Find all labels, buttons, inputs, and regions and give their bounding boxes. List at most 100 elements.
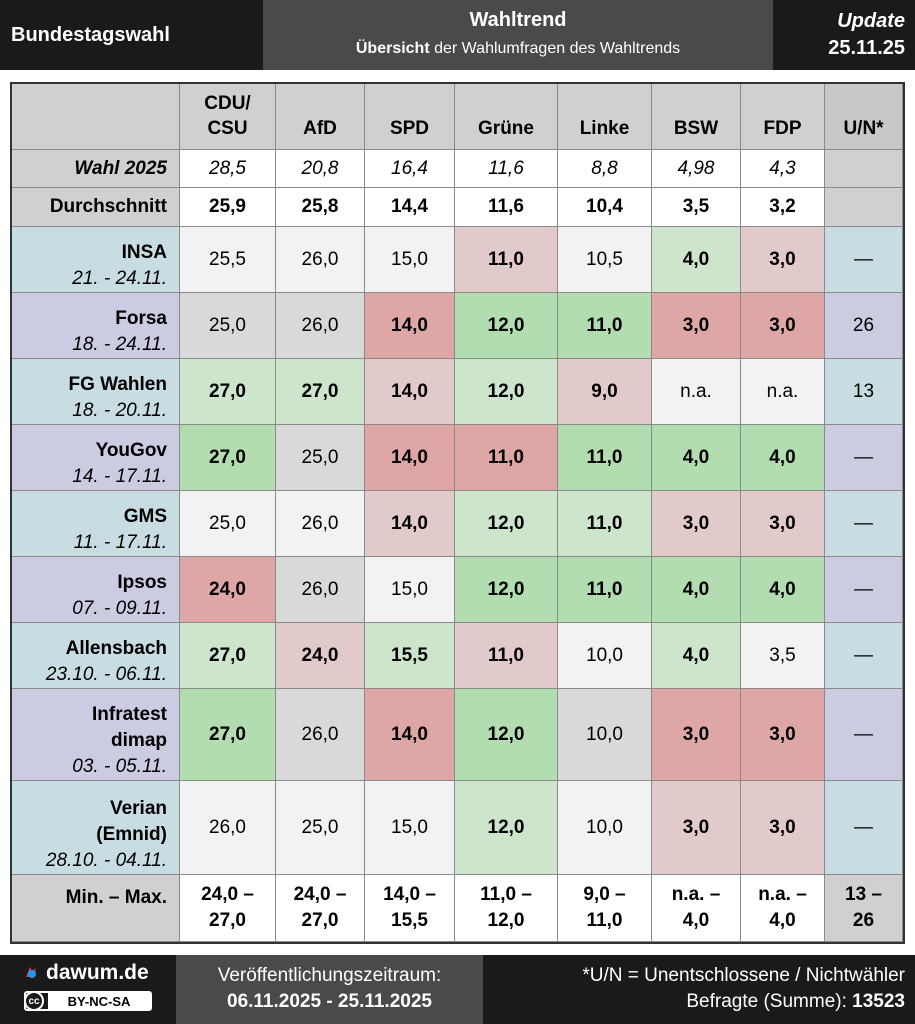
minmax-line: 13 – <box>845 884 882 905</box>
minmax-line: 24,0 – <box>293 884 347 905</box>
poll-value: 4,0 <box>682 578 710 600</box>
table-frame: CDU/CSU AfD SPD Grüne Linke BSW FDP U/N* Wahl 20… <box>0 70 915 955</box>
poll-cell: 10,0 <box>558 623 652 689</box>
poll-value: 14,0 <box>391 380 428 402</box>
column-header-line: Grüne <box>478 118 534 139</box>
minmax-line: 4,0 <box>769 910 796 931</box>
average-cell: 3,2 <box>741 188 825 227</box>
institute-name: Infratest <box>92 704 167 725</box>
wahl-value: 8,8 <box>591 157 618 179</box>
poll-value: 15,5 <box>391 644 428 666</box>
minmax-line: 11,0 <box>586 910 623 931</box>
poll-value: 14,0 <box>391 446 428 468</box>
poll-cell: 13 <box>825 359 903 425</box>
poll-value: 25,0 <box>209 314 246 336</box>
poll-cell: 4,0 <box>652 227 741 293</box>
poll-cell: 12,0 <box>455 689 558 781</box>
poll-value: 25,5 <box>209 248 246 270</box>
minmax-cell: 24,0 – 27,0 <box>180 875 276 942</box>
average-value: 14,4 <box>391 196 428 217</box>
poll-cell: 3,0 <box>741 491 825 557</box>
poll-cell: — <box>825 491 903 557</box>
license-badge[interactable]: cc BY-NC-SA <box>24 991 152 1011</box>
institute-date: 18. - 24.11. <box>72 334 167 355</box>
poll-cell: 26 <box>825 293 903 359</box>
poll-value: 15,0 <box>391 578 428 600</box>
institute-label[interactable]: Verian (Emnid) 28.10. - 04.11. <box>12 781 180 875</box>
average-value: 25,9 <box>209 196 246 217</box>
poll-cell: 4,0 <box>652 425 741 491</box>
institute-name: YouGov <box>95 440 167 461</box>
poll-cell: 27,0 <box>180 359 276 425</box>
minmax-cell: n.a. – 4,0 <box>652 875 741 942</box>
institute-date: 11. - 17.11. <box>73 532 167 553</box>
column-header-line: CDU/ <box>204 93 251 114</box>
poll-cell: — <box>825 227 903 293</box>
column-header: Grüne <box>455 84 558 150</box>
poll-cell: 3,0 <box>741 293 825 359</box>
column-header-line: Linke <box>579 118 630 139</box>
institute-label[interactable]: YouGov 14. - 17.11. <box>12 425 180 491</box>
poll-value: 11,0 <box>488 248 524 270</box>
row-label-average: Durchschnitt <box>12 188 180 227</box>
poll-cell: 3,0 <box>652 293 741 359</box>
average-value: 3,5 <box>682 196 710 217</box>
poll-value: 3,0 <box>682 314 710 336</box>
average-cell: 11,6 <box>455 188 558 227</box>
page-title: Wahltrend <box>469 9 567 31</box>
poll-value: 12,0 <box>487 816 525 838</box>
minmax-line: n.a. – <box>671 884 721 905</box>
poll-value: 3,0 <box>769 512 796 534</box>
institute-label[interactable]: GMS 11. - 17.11. <box>12 491 180 557</box>
wahl-cell: 20,8 <box>276 150 365 188</box>
poll-cell: 11,0 <box>455 227 558 293</box>
poll-value: — <box>854 512 873 534</box>
footer-logo-area: dawum.de cc BY-NC-SA <box>0 955 176 1024</box>
institute-label[interactable]: Forsa 18. - 24.11. <box>12 293 180 359</box>
institute-date: 18. - 20.11. <box>72 400 167 421</box>
minmax-cell: 24,0 – 27,0 <box>276 875 365 942</box>
poll-cell: 24,0 <box>180 557 276 623</box>
logo-text[interactable]: dawum.de <box>46 961 149 984</box>
poll-cell: 11,0 <box>558 557 652 623</box>
institute-label[interactable]: FG Wahlen 18. - 20.11. <box>12 359 180 425</box>
poll-cell: — <box>825 557 903 623</box>
poll-cell: 14,0 <box>365 293 455 359</box>
poll-value: 11,0 <box>488 644 524 666</box>
poll-value: 13 <box>852 380 875 402</box>
poll-cell: — <box>825 623 903 689</box>
table-corner <box>12 84 180 150</box>
wahl-cell: 11,6 <box>455 150 558 188</box>
institute-label[interactable]: Ipsos 07. - 09.11. <box>12 557 180 623</box>
poll-value: 26,0 <box>209 816 246 838</box>
wahl-value: 28,5 <box>209 157 246 179</box>
poll-cell: 27,0 <box>276 359 365 425</box>
poll-cell: 12,0 <box>455 359 558 425</box>
poll-value: — <box>854 644 873 666</box>
average-value: 10,4 <box>586 196 623 217</box>
footer-notes: *U/N = Unentschlossene / Nichtwähler Bef… <box>483 955 915 1024</box>
wahl-value: 11,6 <box>488 157 524 179</box>
column-header: AfD <box>276 84 365 150</box>
poll-cell: 3,0 <box>741 227 825 293</box>
poll-cell: 12,0 <box>455 557 558 623</box>
institute-label[interactable]: INSA 21. - 24.11. <box>12 227 180 293</box>
poll-value: 15,0 <box>391 248 428 270</box>
poll-value: 11,0 <box>586 512 623 534</box>
poll-value: 4,0 <box>682 248 710 270</box>
poll-cell: 25,5 <box>180 227 276 293</box>
poll-cell: 27,0 <box>180 689 276 781</box>
minmax-line: 26 <box>852 910 875 931</box>
wahl-cell: 4,98 <box>652 150 741 188</box>
institute-name: Ipsos <box>117 572 167 593</box>
institute-label[interactable]: Allensbach 23.10. - 06.11. <box>12 623 180 689</box>
poll-cell: 15,5 <box>365 623 455 689</box>
institute-label[interactable]: Infratest dimap 03. - 05.11. <box>12 689 180 781</box>
license-text: BY-NC-SA <box>48 993 150 1009</box>
footer-bar: dawum.de cc BY-NC-SA Veröffentlichungsze… <box>0 955 915 1024</box>
minmax-line: 12,0 <box>487 910 525 931</box>
poll-cell: 27,0 <box>180 623 276 689</box>
poll-value: 12,0 <box>487 512 525 534</box>
institute-name: GMS <box>123 506 167 527</box>
poll-value: 26,0 <box>301 723 339 745</box>
